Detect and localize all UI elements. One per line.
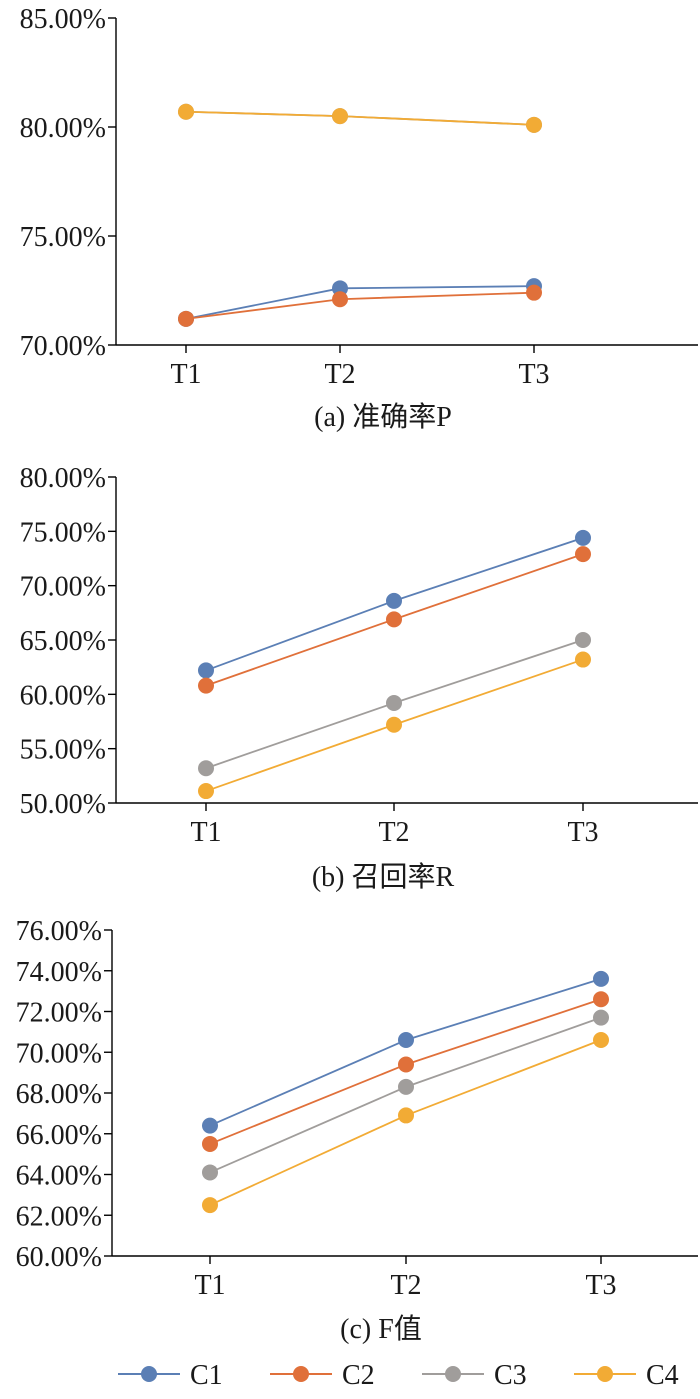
y-tick-label: 85.00% bbox=[20, 4, 106, 35]
data-point-c3 bbox=[202, 1164, 218, 1181]
legend-marker bbox=[597, 1366, 613, 1382]
y-tick-label: 66.00% bbox=[16, 1120, 102, 1151]
chart-caption: (b) 召回率R bbox=[312, 861, 455, 893]
chart-panel-3: 60.00% 62.00% 64.00% 66.00% 68.00% 70.00% 72.0… bbox=[16, 916, 698, 1345]
y-tick-label: 72.00% bbox=[16, 998, 102, 1029]
data-point-c1 bbox=[202, 1117, 218, 1134]
y-tick-label: 80.00% bbox=[20, 463, 106, 494]
x-tick-label: T3 bbox=[567, 817, 598, 848]
data-point-c2 bbox=[575, 546, 591, 563]
y-tick-label: 76.00% bbox=[16, 916, 102, 947]
data-point-c1 bbox=[575, 529, 591, 546]
data-point-c2 bbox=[332, 291, 348, 308]
data-point-c4 bbox=[198, 783, 214, 800]
x-tick-label: T2 bbox=[390, 1270, 421, 1301]
data-point-c1 bbox=[386, 592, 402, 609]
y-tick-label: 64.00% bbox=[16, 1161, 102, 1192]
legend-label: C1 bbox=[190, 1360, 223, 1391]
series-line-c1 bbox=[209, 978, 602, 1127]
y-tick-label: 65.00% bbox=[20, 626, 106, 657]
y-tick-label: 55.00% bbox=[20, 735, 106, 766]
data-point-c2 bbox=[398, 1056, 414, 1073]
x-tick-label: T1 bbox=[194, 1270, 225, 1301]
legend-label: C4 bbox=[646, 1360, 679, 1391]
legend-marker bbox=[141, 1366, 157, 1382]
data-point-c3 bbox=[386, 695, 402, 712]
data-point-c4 bbox=[398, 1107, 414, 1124]
chart-caption: (c) F值 bbox=[340, 1313, 422, 1345]
data-point-c2 bbox=[178, 310, 194, 327]
data-point-c2 bbox=[198, 677, 214, 694]
data-point-c4 bbox=[575, 651, 591, 668]
legend-marker bbox=[293, 1366, 309, 1382]
y-tick-label: 74.00% bbox=[16, 957, 102, 988]
y-tick-label: 70.00% bbox=[20, 572, 106, 603]
data-point-c2 bbox=[202, 1135, 218, 1152]
chart-panel-1: 70.00% 75.00% 80.00% 85.00% T1 T2 T3 (a) 准确率P bbox=[20, 4, 698, 433]
series-line-c4 bbox=[185, 110, 535, 126]
data-point-c1 bbox=[398, 1032, 414, 1049]
data-point-c3 bbox=[398, 1078, 414, 1095]
data-point-c2 bbox=[593, 991, 609, 1008]
series-line-c2 bbox=[185, 291, 535, 320]
series-line-c1 bbox=[185, 285, 535, 320]
data-point-c2 bbox=[526, 284, 542, 301]
chart-caption: (a) 准确率P bbox=[314, 401, 452, 433]
y-tick-label: 80.00% bbox=[20, 113, 106, 144]
y-tick-label: 70.00% bbox=[16, 1038, 102, 1069]
y-tick-label: 60.00% bbox=[16, 1242, 102, 1273]
x-tick-label: T2 bbox=[378, 817, 409, 848]
legend-label: C2 bbox=[342, 1360, 375, 1391]
legend-label: C3 bbox=[494, 1360, 527, 1391]
y-tick-label: 75.00% bbox=[20, 222, 106, 253]
data-point-c3 bbox=[593, 1009, 609, 1026]
data-point-c2 bbox=[386, 611, 402, 628]
x-tick-label: T1 bbox=[170, 359, 201, 390]
data-point-c4 bbox=[526, 116, 542, 133]
chart-panel-2: 50.00% 55.00% 60.00% 65.00% 70.00% 75.00% 80.0… bbox=[20, 463, 698, 893]
data-point-c3 bbox=[198, 760, 214, 777]
y-tick-label: 50.00% bbox=[20, 789, 106, 820]
y-tick-label: 70.00% bbox=[20, 331, 106, 362]
x-tick-label: T1 bbox=[190, 817, 221, 848]
data-point-c4 bbox=[593, 1032, 609, 1049]
y-tick-label: 68.00% bbox=[16, 1079, 102, 1110]
y-tick-label: 62.00% bbox=[16, 1201, 102, 1232]
data-point-c1 bbox=[198, 662, 214, 679]
x-tick-label: T3 bbox=[585, 1270, 616, 1301]
data-point-c4 bbox=[332, 108, 348, 125]
x-tick-label: T2 bbox=[324, 359, 355, 390]
y-tick-label: 75.00% bbox=[20, 517, 106, 548]
legend-marker bbox=[445, 1366, 461, 1382]
legend: C1 C2 C3 C4 bbox=[118, 1360, 679, 1391]
data-point-c4 bbox=[202, 1197, 218, 1214]
y-tick-label: 60.00% bbox=[20, 680, 106, 711]
data-point-c1 bbox=[593, 970, 609, 987]
x-tick-label: T3 bbox=[518, 359, 549, 390]
data-point-c4 bbox=[178, 103, 194, 120]
data-point-c3 bbox=[575, 632, 591, 648]
data-point-c4 bbox=[386, 716, 402, 733]
